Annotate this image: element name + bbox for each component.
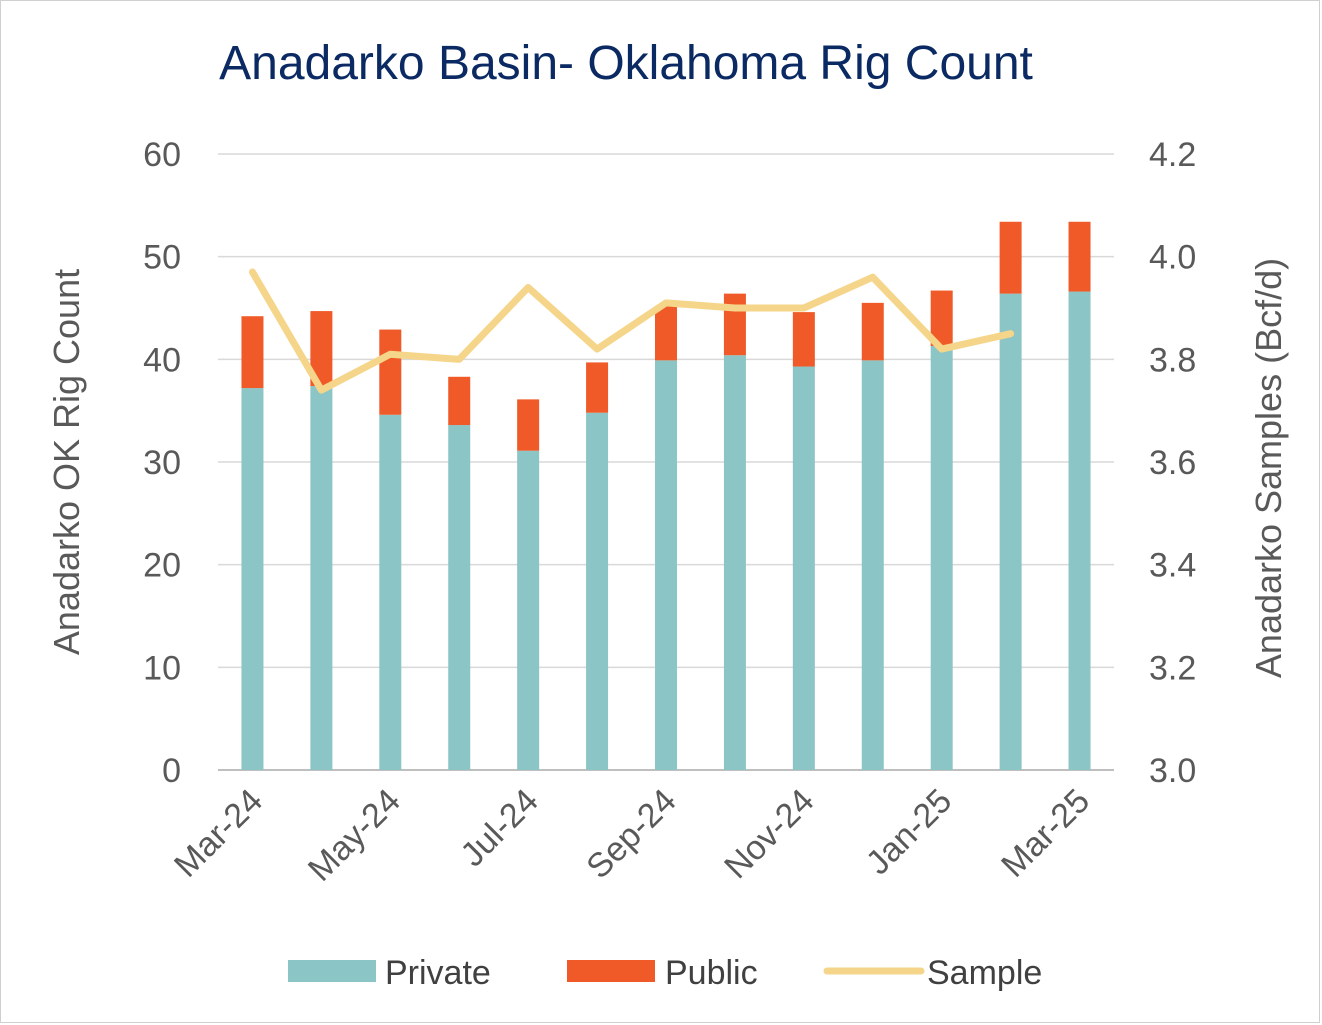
legend-label-private: Private bbox=[385, 954, 491, 992]
y2-tick-label: 3.4 bbox=[1149, 547, 1196, 585]
bars bbox=[241, 221, 1091, 770]
bar-public bbox=[448, 376, 471, 426]
legend-label-sample: Sample bbox=[927, 954, 1042, 992]
sample-line bbox=[248, 268, 1015, 394]
bar-private bbox=[861, 360, 884, 770]
y2-tick-label: 4.0 bbox=[1149, 239, 1196, 277]
bar-private bbox=[792, 366, 815, 770]
x-tick-label: May-24 bbox=[301, 782, 408, 889]
x-tick-label: Nov-24 bbox=[717, 782, 821, 886]
y2-tick-label: 3.6 bbox=[1149, 444, 1196, 482]
sample-line-layer bbox=[248, 268, 1015, 394]
bar-private bbox=[999, 293, 1022, 770]
bar-private bbox=[930, 345, 953, 770]
x-tick-label: Jan-25 bbox=[859, 782, 959, 882]
y-tick-label: 20 bbox=[143, 547, 181, 585]
bar-public bbox=[792, 312, 815, 367]
legend-swatch-public bbox=[567, 960, 655, 982]
bar-private bbox=[241, 388, 264, 770]
y2-tick-label: 3.2 bbox=[1149, 649, 1196, 687]
bar-private bbox=[517, 450, 540, 770]
legend: Private Public Sample bbox=[288, 954, 1042, 992]
y-tick-label: 10 bbox=[143, 649, 181, 687]
y2-axis-title: Anadarko Samples (Bcf/d) bbox=[1248, 258, 1289, 678]
bar-public bbox=[241, 316, 264, 389]
x-tick-label: Sep-24 bbox=[579, 782, 683, 886]
y-axis-title: Anadarko OK Rig Count bbox=[46, 269, 87, 655]
bar-public bbox=[930, 290, 953, 346]
bar-private bbox=[1068, 291, 1091, 770]
x-tick-label: Jul-24 bbox=[453, 782, 545, 874]
bar-private bbox=[586, 412, 609, 770]
y2-tick-label: 3.8 bbox=[1149, 341, 1196, 379]
y-tick-label: 50 bbox=[143, 239, 181, 277]
y2-tick-label: 3.0 bbox=[1149, 752, 1196, 790]
y2-tick-label: 4.2 bbox=[1149, 136, 1196, 174]
bar-public bbox=[310, 311, 333, 387]
legend-label-public: Public bbox=[665, 954, 758, 992]
y-tick-label: 0 bbox=[162, 752, 181, 790]
bar-private bbox=[723, 355, 746, 770]
bar-public bbox=[517, 399, 540, 451]
bar-public bbox=[723, 293, 746, 356]
y-tick-label: 30 bbox=[143, 444, 181, 482]
x-tick-label: Mar-25 bbox=[994, 782, 1097, 885]
bar-public bbox=[379, 329, 402, 415]
bar-private bbox=[310, 386, 333, 770]
bar-private bbox=[448, 425, 471, 770]
bar-private bbox=[655, 360, 677, 770]
chart-title: Anadarko Basin- Oklahoma Rig Count bbox=[219, 37, 1033, 90]
bar-public bbox=[999, 221, 1022, 294]
legend-swatch-private bbox=[288, 960, 376, 982]
bar-private bbox=[379, 414, 402, 770]
x-tick-label: Mar-24 bbox=[167, 782, 270, 885]
bar-public bbox=[861, 302, 884, 361]
y-tick-label: 40 bbox=[143, 341, 181, 379]
bar-public bbox=[586, 362, 609, 413]
bar-public bbox=[1068, 221, 1091, 292]
y-tick-label: 60 bbox=[143, 136, 181, 174]
bar-public bbox=[655, 305, 677, 361]
